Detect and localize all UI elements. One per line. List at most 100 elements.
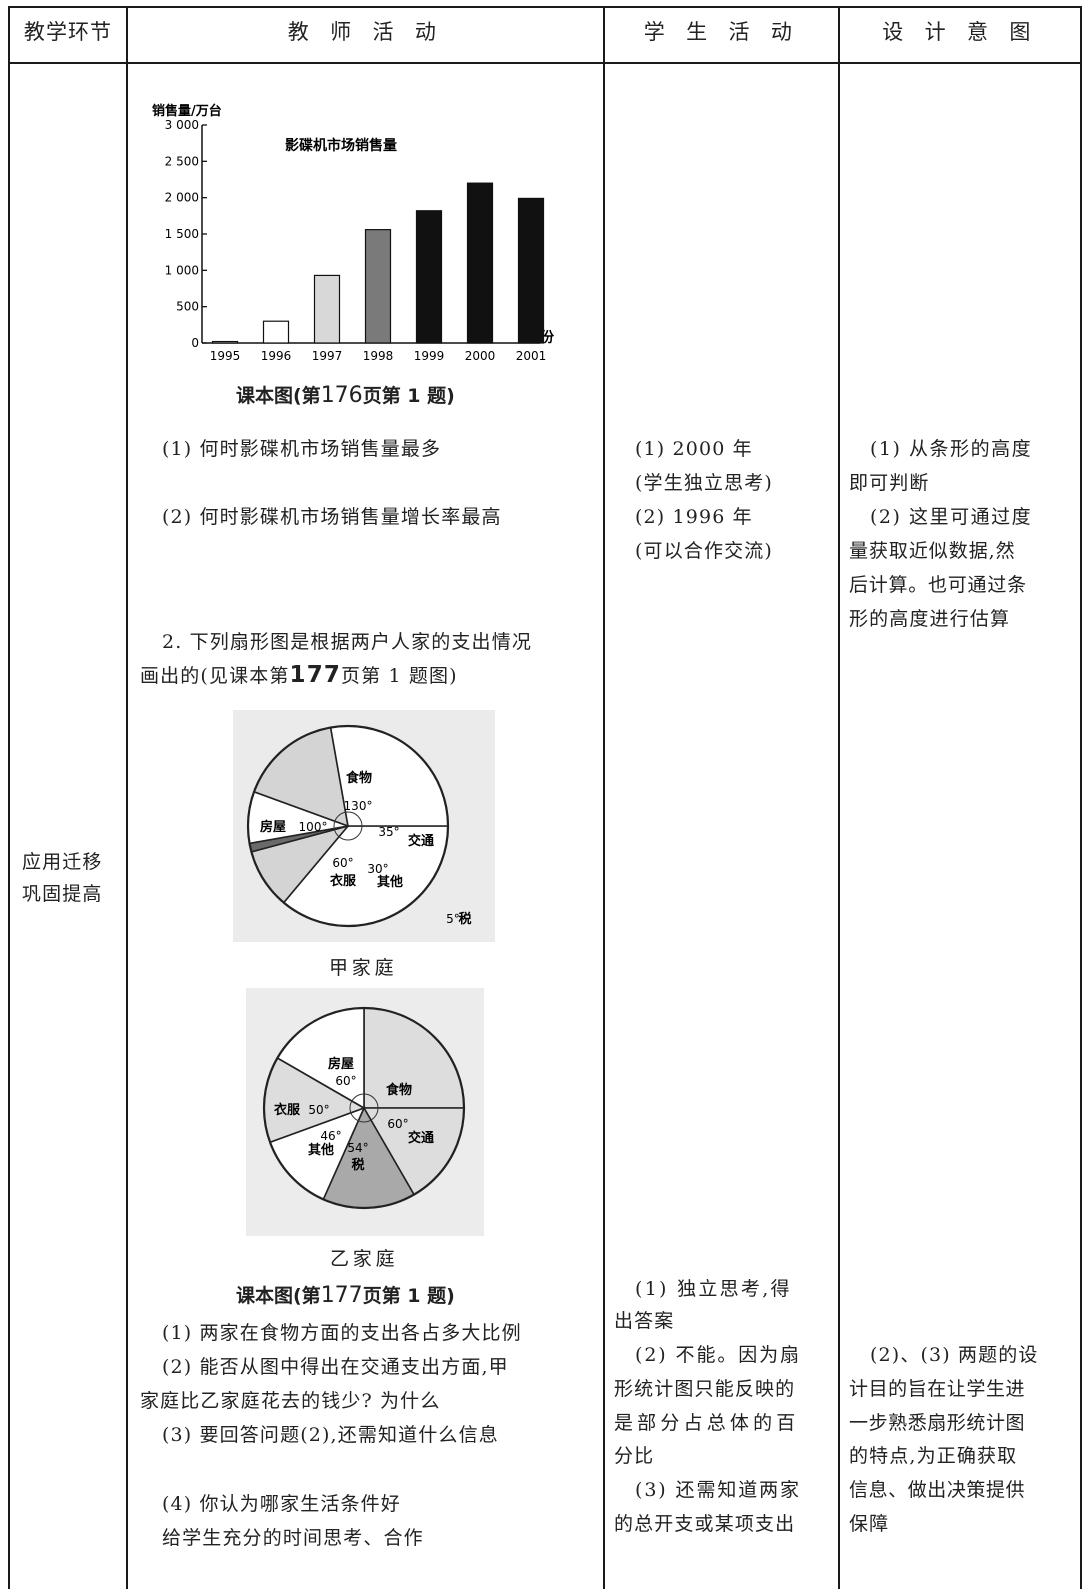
column-divider-3 <box>838 6 840 1589</box>
chart-bar <box>211 340 239 344</box>
student-note-2: (可以合作交流) <box>635 540 773 562</box>
design-a4: 量获取近似数据,然 <box>849 540 1016 562</box>
chart-x-tick-label: 1996 <box>261 349 292 363</box>
table-header-divider <box>8 62 1082 64</box>
student-b4: 形统计图只能反映的 <box>614 1378 796 1400</box>
chart-bar <box>466 182 494 344</box>
chart-bar <box>415 210 443 344</box>
bar-chart-caption: 课本图(第176页第 1 题) <box>236 383 455 408</box>
chart-bar <box>517 197 545 344</box>
pie-1-name: 甲家庭 <box>329 957 398 979</box>
student-note-1: (学生独立思考) <box>635 472 773 494</box>
chart-y-tick-label: 0 <box>191 336 199 350</box>
problem-2-line1: 2. 下列扇形图是根据两户人家的支出情况 <box>162 631 532 653</box>
pie-slice-degree: 54° <box>347 1141 368 1155</box>
pie-2-name: 乙家庭 <box>330 1248 399 1270</box>
pie-slice-degree: 46° <box>320 1129 341 1143</box>
design-b6: 保障 <box>849 1513 890 1535</box>
student-answer-1: (1) 2000 年 <box>635 438 753 460</box>
header-teacher-activity: 教 师 活 动 <box>287 20 444 44</box>
header-stage: 教学环节 <box>23 20 113 44</box>
pie-angle-arc <box>333 811 363 841</box>
student-b5: 是部分占总体的百 <box>614 1412 800 1434</box>
pie-question-1: (1) 两家在食物方面的支出各占多大比例 <box>162 1322 522 1344</box>
pie-slice-label: 房屋 <box>328 1056 354 1072</box>
pie-slice-degree: 130° <box>344 799 373 813</box>
column-divider-1 <box>126 6 128 1589</box>
question-2: (2) 何时影碟机市场销售量增长率最高 <box>162 506 502 528</box>
chart-y-tick-label: 3 000 <box>165 118 199 132</box>
pie-question-2b: 家庭比乙家庭花去的钱少? 为什么 <box>140 1390 441 1412</box>
chart-bar <box>313 274 341 344</box>
design-b3: 一步熟悉扇形统计图 <box>849 1412 1026 1434</box>
pie-slice-degree: 100° <box>299 820 328 834</box>
design-b2: 计目的旨在让学生进 <box>849 1378 1026 1400</box>
student-answer-2: (2) 1996 年 <box>635 506 753 528</box>
pie-slice-degree: 60° <box>335 1074 356 1088</box>
pie-question-2a: (2) 能否从图中得出在交通支出方面,甲 <box>162 1356 509 1378</box>
design-b5: 信息、做出决策提供 <box>849 1479 1026 1501</box>
pie-slice-degree: 60° <box>387 1117 408 1131</box>
student-b2: 出答案 <box>614 1310 675 1332</box>
pie-slice-label: 税 <box>351 1157 364 1173</box>
pie-question-3: (3) 要回答问题(2),还需知道什么信息 <box>162 1424 499 1446</box>
student-b1: (1) 独立思考,得 <box>635 1278 792 1300</box>
chart-y-tick-label: 500 <box>176 300 199 314</box>
stage-label-line2: 巩固提高 <box>22 883 103 905</box>
pie-slice-label: 衣服 <box>274 1102 301 1118</box>
column-divider-2 <box>603 6 605 1589</box>
pie-slice-label: 衣服 <box>330 873 357 889</box>
pie-slice-label: 税 <box>458 911 471 927</box>
student-b3: (2) 不能。因为扇 <box>635 1344 801 1366</box>
header-student-activity: 学 生 活 动 <box>643 20 800 44</box>
pie-slice-degree: 60° <box>332 856 353 870</box>
chart-title: 影碟机市场销售量 <box>285 137 397 154</box>
stage-label-line1: 应用迁移 <box>22 851 103 873</box>
teacher-note: 给学生充分的时间思考、合作 <box>162 1527 424 1549</box>
pie-angle-arc <box>349 1093 379 1123</box>
pie-outline <box>262 1006 466 1210</box>
design-b1: (2)、(3) 两题的设 <box>870 1344 1039 1366</box>
student-b6: 分比 <box>614 1445 655 1467</box>
chart-bar <box>364 229 392 344</box>
pie-slice-label: 食物 <box>346 770 372 786</box>
design-a3: (2) 这里可通过度 <box>870 506 1033 528</box>
table-border-top <box>8 6 1082 8</box>
chart-y-tick-label: 1 500 <box>165 227 199 241</box>
student-b8: 的总开支或某项支出 <box>614 1513 796 1535</box>
header-design-intent: 设 计 意 图 <box>882 20 1038 44</box>
chart-x-tick-label: 1999 <box>414 349 445 363</box>
chart-x-tick-label: 2001 <box>516 349 547 363</box>
pie-slice-label: 交通 <box>408 1130 434 1146</box>
pie-slice-label: 其他 <box>377 874 403 890</box>
pie-slice-label: 食物 <box>386 1082 412 1098</box>
pie-slice-label: 交通 <box>408 833 434 849</box>
pie-slice-degree: 35° <box>378 825 399 839</box>
design-a6: 形的高度进行估算 <box>849 608 1011 630</box>
pie-slice-label: 其他 <box>308 1142 334 1158</box>
chart-ylabel: 销售量/万台 <box>152 103 222 119</box>
question-1: (1) 何时影碟机市场销售量最多 <box>162 438 442 460</box>
design-a5: 后计算。也可通过条 <box>849 574 1027 596</box>
pie-slice-label: 房屋 <box>260 819 286 835</box>
chart-y-tick-label: 1 000 <box>165 263 199 277</box>
chart-x-tick-label: 1997 <box>312 349 343 363</box>
pie-question-4: (4) 你认为哪家生活条件好 <box>162 1493 401 1515</box>
design-a2: 即可判断 <box>849 472 930 494</box>
pie-outline <box>246 724 450 928</box>
chart-x-tick-label: 1998 <box>363 349 394 363</box>
pie-chart-caption: 课本图(第177页第 1 题) <box>236 1283 455 1308</box>
design-a1: (1) 从条形的高度 <box>870 438 1033 460</box>
table-border-right <box>1080 6 1082 1589</box>
design-b4: 的特点,为正确获取 <box>849 1445 1018 1467</box>
chart-y-tick-label: 2 500 <box>165 154 199 168</box>
chart-x-tick-label: 1995 <box>210 349 241 363</box>
chart-y-tick-label: 2 000 <box>165 191 199 205</box>
problem-2-line2: 画出的(见课本第177页第 1 题图) <box>140 662 458 688</box>
student-b7: (3) 还需知道两家 <box>635 1479 801 1501</box>
pie-slice-degree: 50° <box>308 1103 329 1117</box>
chart-bar <box>262 320 290 344</box>
